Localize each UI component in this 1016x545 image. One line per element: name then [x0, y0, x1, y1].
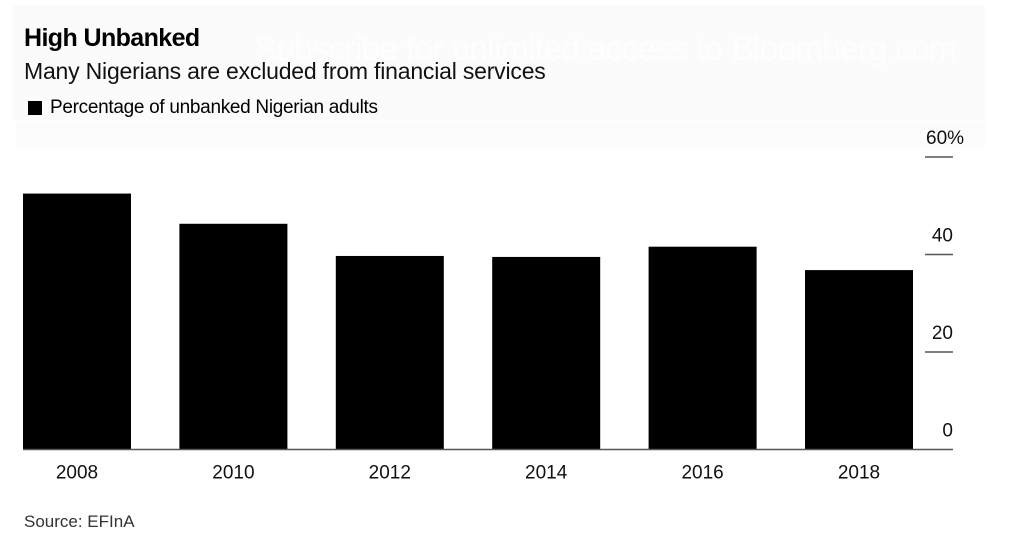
source-note: Source: EFInA [24, 512, 135, 531]
chart-title: High Unbanked [24, 24, 200, 52]
x-tick-label: 2014 [525, 463, 568, 484]
y-tick-label: 40 [932, 226, 953, 247]
y-axis: 0 20 40 60% [925, 128, 964, 442]
header-panel [12, 5, 985, 120]
x-tick-label: 2012 [369, 463, 411, 484]
bar-2014 [492, 256, 601, 450]
legend-panel [16, 121, 985, 148]
x-tick-label: 2018 [838, 463, 880, 484]
x-tick-label: 2010 [212, 463, 254, 484]
bars-group [23, 193, 913, 450]
legend: Percentage of unbanked Nigerian adults [28, 97, 378, 119]
y-tick-label: 0 [942, 421, 953, 442]
x-axis: 2008 2010 2012 2014 2016 2018 [23, 448, 953, 484]
legend-label: Percentage of unbanked Nigerian adults [50, 97, 378, 118]
bar-2010 [179, 223, 288, 450]
x-tick-label: 2008 [56, 463, 98, 484]
legend-swatch [28, 101, 42, 115]
chart-subtitle: Many Nigerians are excluded from financi… [24, 58, 546, 84]
bar-2008 [23, 193, 131, 450]
bar-2018 [805, 270, 913, 450]
bar-2012 [335, 255, 444, 450]
watermark: Subscribe for unlimited access to Bloomb… [255, 30, 957, 67]
y-tick-label: 20 [932, 323, 953, 344]
y-tick-label: 60% [926, 128, 964, 149]
bar-2016 [648, 246, 757, 450]
x-tick-label: 2016 [681, 463, 723, 484]
